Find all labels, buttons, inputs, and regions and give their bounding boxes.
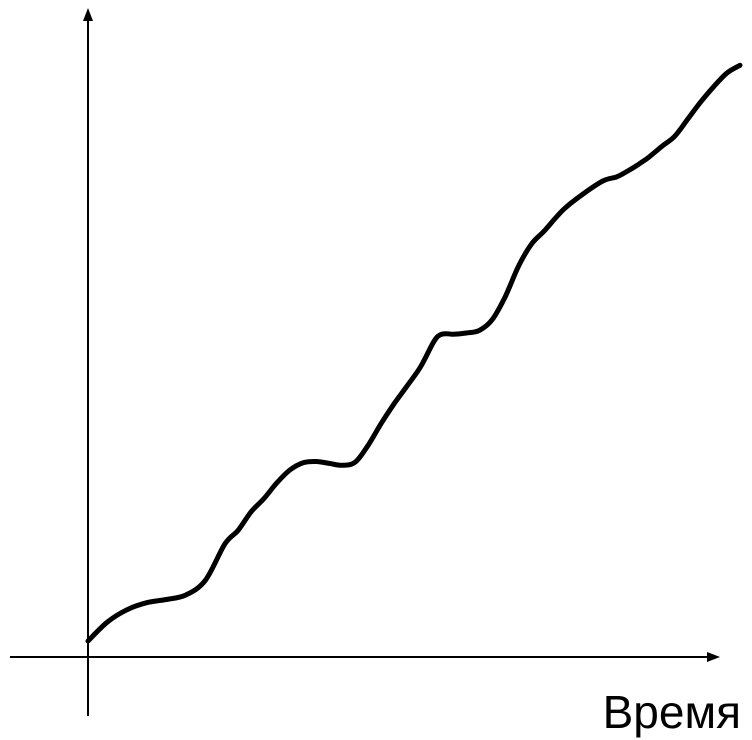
y-axis-arrow-icon xyxy=(83,8,93,21)
data-line xyxy=(85,62,743,644)
x-axis-arrow-icon xyxy=(707,652,720,662)
x-axis-label: Время xyxy=(603,686,741,738)
